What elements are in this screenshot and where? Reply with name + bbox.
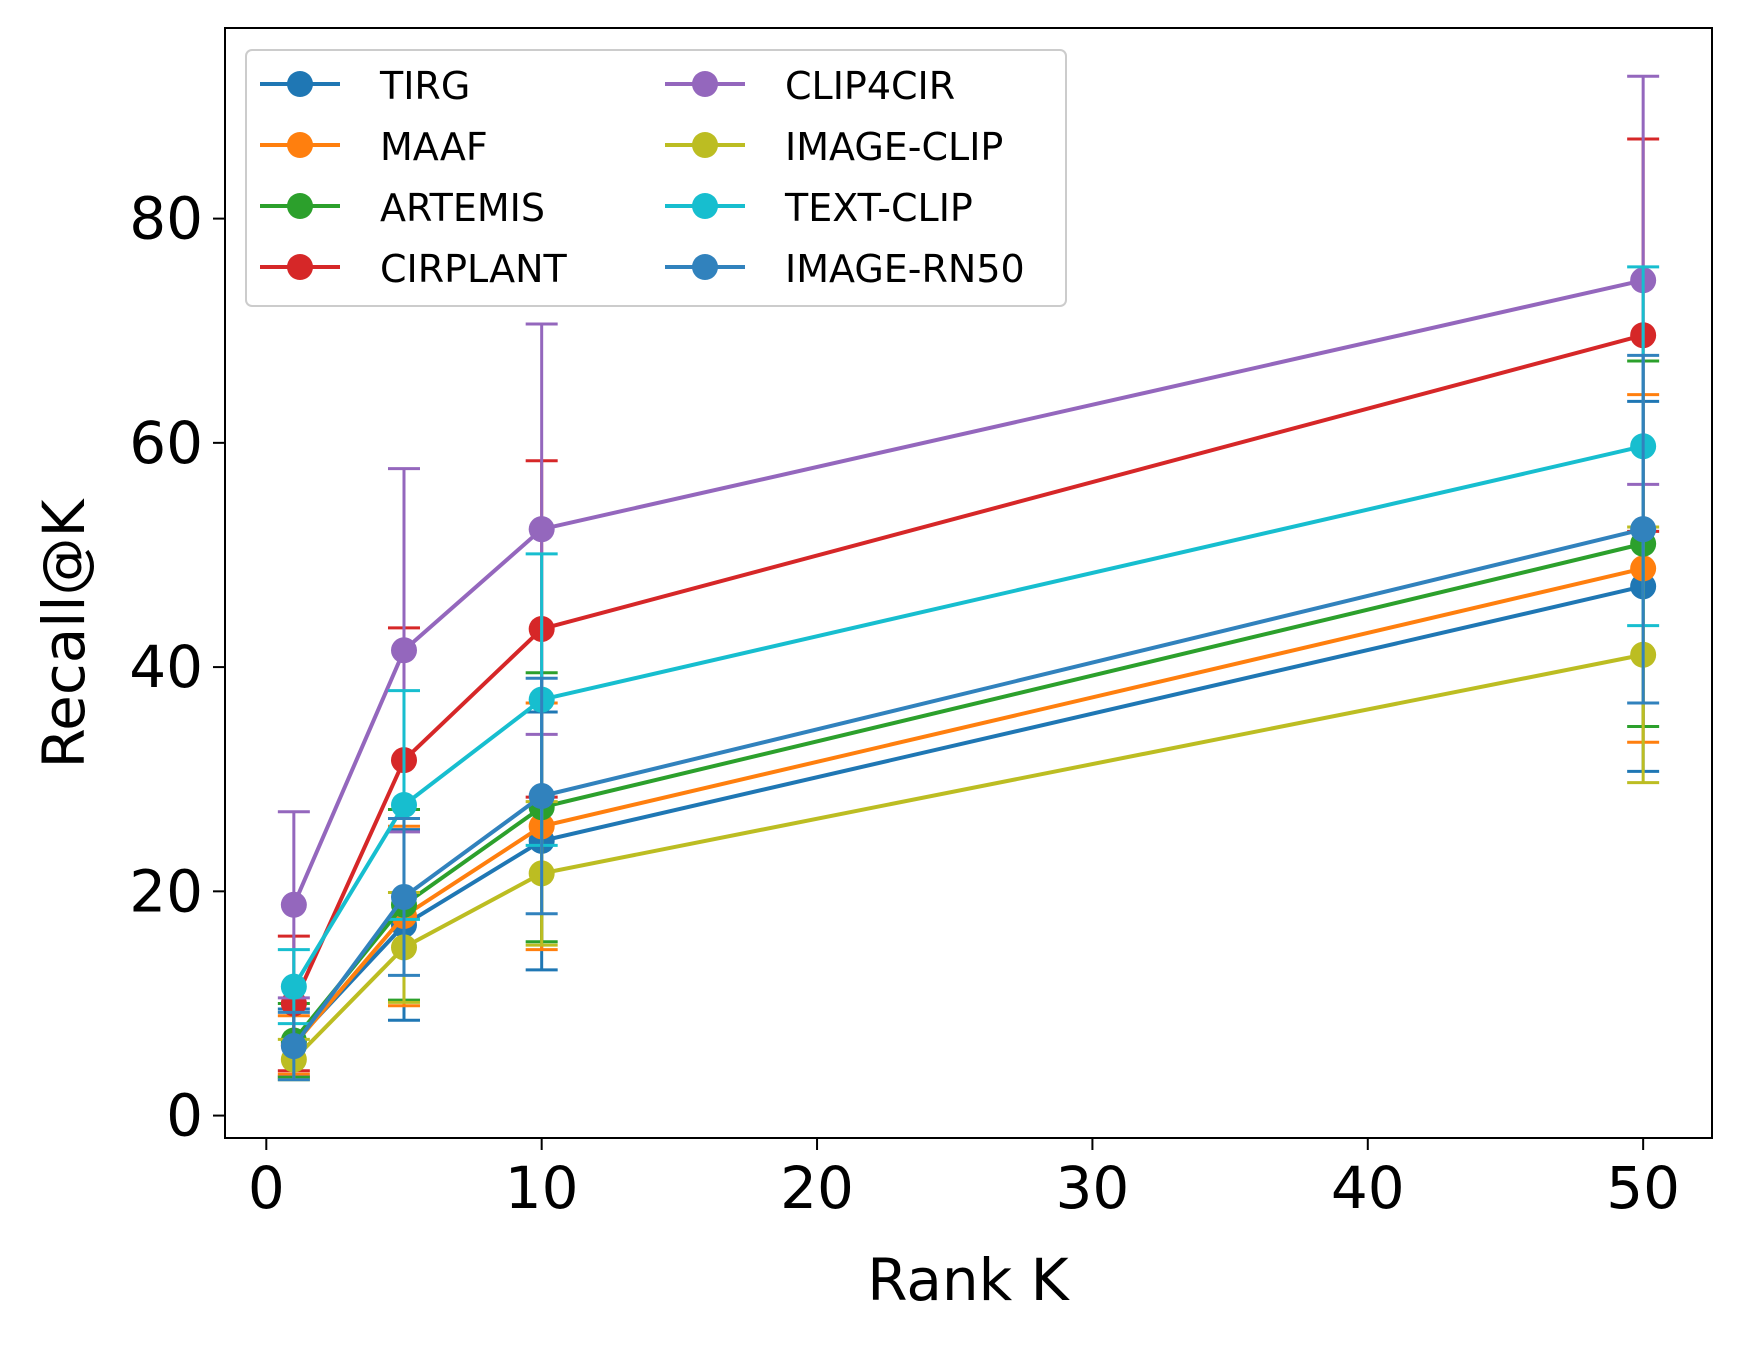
legend-marker <box>692 71 718 97</box>
y-tick-label: 20 <box>129 857 203 925</box>
legend-label: TIRG <box>379 64 470 108</box>
x-tick-label: 50 <box>1606 1154 1680 1222</box>
series-line <box>292 527 1644 1048</box>
legend-marker <box>287 132 313 158</box>
series-image-rn50 <box>277 353 1660 1082</box>
data-point <box>528 516 555 543</box>
x-tick-label: 30 <box>1056 1154 1130 1222</box>
legend-marker <box>692 254 718 280</box>
legend-label: CIRPLANT <box>380 247 568 291</box>
legend-marker <box>692 132 718 158</box>
legend-item-image-clip: IMAGE-CLIP <box>665 125 1003 169</box>
data-point <box>390 637 417 664</box>
data-point <box>390 792 417 818</box>
x-tick-label: 0 <box>248 1154 285 1222</box>
legend-marker <box>287 193 313 219</box>
legend-marker <box>692 193 718 219</box>
y-axis: 0 20 40 60 80 <box>129 185 225 1150</box>
x-axis: 0 10 20 30 40 50 <box>248 1138 1680 1222</box>
plot-frame <box>224 27 1713 1139</box>
x-tick-label: 10 <box>505 1154 579 1222</box>
legend-item-tirg: TIRG <box>260 64 470 108</box>
y-tick-label: 60 <box>129 409 203 477</box>
legend-marker <box>287 71 313 97</box>
x-tick-label: 20 <box>780 1154 854 1222</box>
series-line <box>292 566 1644 1047</box>
legend-item-artemis: ARTEMIS <box>260 186 545 230</box>
legend-box <box>245 49 1067 307</box>
legend-label: IMAGE-RN50 <box>785 247 1025 291</box>
legend-label: CLIP4CIR <box>785 64 955 108</box>
legend-label: TEXT-CLIP <box>784 186 973 230</box>
data-point <box>280 973 307 1000</box>
legend-item-maaf: MAAF <box>260 125 488 169</box>
legend-label: ARTEMIS <box>380 186 545 230</box>
series-line <box>292 584 1644 1045</box>
series-line <box>292 278 1644 906</box>
data-point <box>280 891 307 918</box>
x-tick-label: 40 <box>1331 1154 1405 1222</box>
series-line <box>292 444 1644 988</box>
data-point <box>528 783 555 810</box>
series-line <box>292 652 1644 1061</box>
legend-label: IMAGE-CLIP <box>785 125 1003 169</box>
x-axis-label: Rank K <box>867 1246 1070 1314</box>
y-tick-label: 0 <box>166 1082 203 1150</box>
series-layer <box>277 74 1660 1082</box>
data-point <box>1630 516 1657 543</box>
legend-item-cirplant: CIRPLANT <box>260 247 568 291</box>
legend-marker <box>287 254 313 280</box>
y-tick-label: 40 <box>129 633 203 701</box>
y-axis-label: Recall@K <box>30 498 98 769</box>
legend-item-text-clip: TEXT-CLIP <box>665 186 973 230</box>
legend: TIRG MAAF ARTEMIS CIRPLANT CLIP4CIR IMAGE-CLI… <box>245 49 1067 307</box>
plot-area-border <box>224 27 1713 1139</box>
legend-item-clip4cir: CLIP4CIR <box>665 64 955 108</box>
data-point <box>280 1033 307 1060</box>
y-tick-label: 80 <box>129 185 203 253</box>
legend-label: MAAF <box>380 125 488 169</box>
data-point <box>390 883 417 910</box>
series-line <box>292 333 1644 1005</box>
legend-item-image-rn50: IMAGE-RN50 <box>665 247 1025 291</box>
